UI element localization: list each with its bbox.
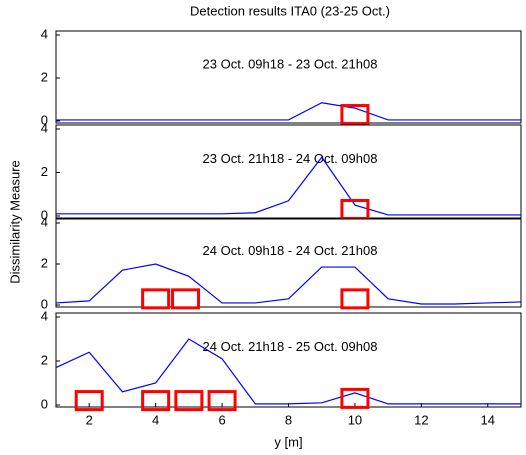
detection-marker: [74, 390, 104, 412]
x-tick-label: 14: [481, 412, 495, 427]
annotation: 24 Oct. 21h18 - 25 Oct. 09h08: [203, 339, 378, 354]
y-tick-label: 2: [41, 69, 48, 84]
plot-area: [55, 124, 522, 219]
y-tick-label: 4: [41, 120, 48, 135]
annotation: 23 Oct. 21h18 - 24 Oct. 09h08: [203, 151, 378, 166]
y-tick-label: 2: [41, 255, 48, 270]
data-line: [56, 156, 521, 216]
y-tick-label: 0: [41, 296, 48, 311]
x-tick-label: 10: [348, 412, 362, 427]
detection-marker: [141, 288, 171, 310]
chart-title: Detection results ITA0 (23-25 Oct.): [190, 3, 390, 18]
x-axis-label: y [m]: [274, 434, 302, 449]
detection-marker: [340, 198, 370, 220]
y-tick-label: 4: [41, 214, 48, 229]
x-tick-label: 4: [152, 412, 159, 427]
plot-area: [55, 312, 522, 408]
y-tick-label: 4: [41, 26, 48, 41]
data-line: [56, 102, 521, 121]
y-tick-label: 2: [41, 164, 48, 179]
x-tick-label: 6: [218, 412, 225, 427]
detection-marker: [174, 390, 204, 412]
detection-marker: [340, 387, 370, 409]
plot-area: [55, 218, 522, 308]
annotation: 23 Oct. 09h18 - 23 Oct. 21h08: [203, 57, 378, 72]
detection-marker: [207, 390, 237, 412]
detection-marker: [171, 288, 201, 310]
x-tick-label: 12: [414, 412, 428, 427]
y-tick-label: 0: [41, 207, 48, 222]
detection-marker: [340, 104, 370, 126]
detection-marker: [141, 390, 171, 412]
y-tick-label: 0: [41, 112, 48, 127]
y-tick-label: 0: [41, 396, 48, 411]
y-tick-label: 2: [41, 352, 48, 367]
y-tick-label: 4: [41, 308, 48, 323]
y-axis-label: Dissimilarity Measure: [7, 160, 22, 284]
x-tick-label: 2: [86, 412, 93, 427]
x-tick-label: 8: [285, 412, 292, 427]
annotation: 24 Oct. 09h18 - 24 Oct. 21h08: [203, 243, 378, 258]
data-line: [55, 338, 521, 405]
plot-area: [55, 30, 522, 124]
data-line: [55, 263, 522, 305]
detection-marker: [340, 288, 370, 310]
